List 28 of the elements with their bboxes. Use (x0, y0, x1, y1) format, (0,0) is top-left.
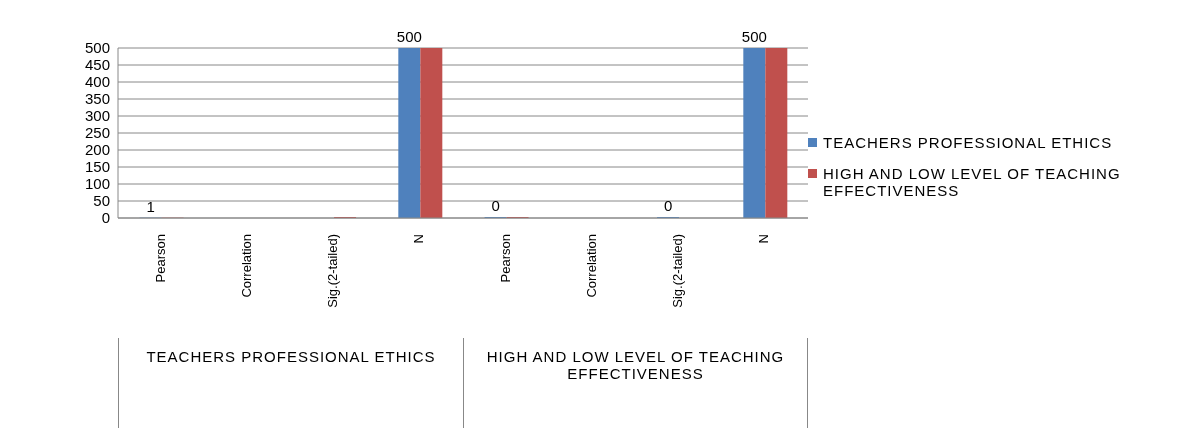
data-label: 500 (396, 28, 422, 45)
y-tick-label: 350 (84, 90, 110, 108)
x-tick-label: Correlation (583, 234, 599, 298)
text: HIGH AND LOW LEVEL OF TEACHING EFFECTIVENESS (463, 338, 808, 428)
x-tick-label: N (411, 234, 427, 244)
y-tick-label: 500 (84, 39, 110, 57)
legend-label: HIGH AND LOW LEVEL OF TEACHING EFFECTIVENESS (823, 164, 1122, 199)
x-tick-label: Sig.(2-tailed) (670, 234, 686, 308)
x-tick-label: Pearson (152, 234, 168, 283)
text: TEACHERS PROFESSIONAL ETHICS (118, 338, 463, 428)
data-label: 0 (491, 197, 500, 214)
y-tick-label: 300 (84, 107, 110, 125)
y-tick-label: 100 (84, 175, 110, 193)
y-tick-label: 400 (84, 73, 110, 91)
y-tick-label: 200 (84, 141, 110, 159)
x-tick-label: Pearson (497, 234, 513, 283)
data-label: 1 (146, 197, 155, 215)
x-tick-label: Correlation (238, 234, 254, 298)
y-tick-label: 250 (84, 124, 110, 142)
x-tick-label: Sig.(2-tailed) (325, 234, 341, 308)
data-label: 0 (663, 197, 673, 214)
data-label: 500 (741, 28, 767, 45)
y-tick-label: 150 (84, 158, 110, 176)
y-tick-label: 50 (93, 192, 110, 210)
x-tick-label: N (756, 234, 772, 244)
legend-label: TEACHERS PROFESSIONAL ETHICS (823, 133, 1113, 151)
y-tick-label: 0 (101, 209, 110, 227)
y-tick-label: 450 (84, 56, 110, 74)
